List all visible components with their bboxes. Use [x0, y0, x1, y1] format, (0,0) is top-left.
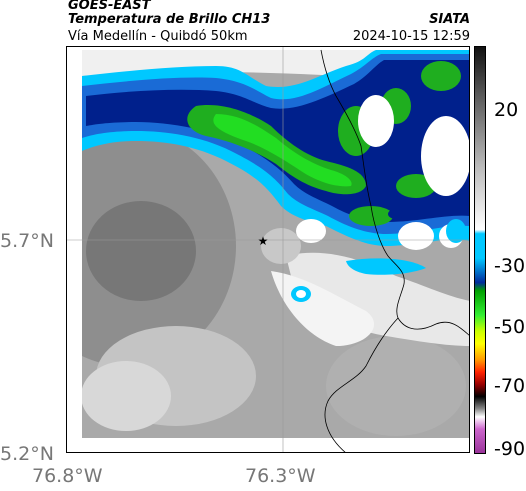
border-line [320, 49, 470, 337]
colorbar-tick-m70: -70 [494, 375, 526, 397]
product-title: Temperatura de Brillo CH13 [68, 12, 271, 27]
satellite-label: GOES-EAST [68, 0, 151, 13]
colorbar-tick-m90: -90 [494, 438, 526, 460]
lat-tick-5.2: 5.2°N [0, 443, 54, 465]
colorbar-tick-m30: -30 [494, 255, 526, 277]
map-border [66, 46, 470, 453]
colorbar-tick-20: 20 [494, 99, 519, 121]
star-icon: ★ [258, 234, 269, 248]
lat-tick-5.7: 5.7°N [0, 230, 54, 252]
org-label: SIATA [429, 12, 470, 27]
datetime-label: 2024-10-15 12:59 [352, 29, 470, 44]
colorbar-tick-m50: -50 [494, 316, 526, 338]
colorbar [474, 46, 486, 454]
brightness-temperature-map: ★ [66, 46, 470, 453]
lon-tick-76.3: 76.3°W [245, 465, 316, 487]
border-line-south [324, 317, 399, 453]
route-subtitle: Vía Medellín - Quibdó 50km [68, 29, 248, 44]
satellite-imagery [66, 46, 470, 453]
lon-tick-76.8: 76.8°W [32, 465, 103, 487]
